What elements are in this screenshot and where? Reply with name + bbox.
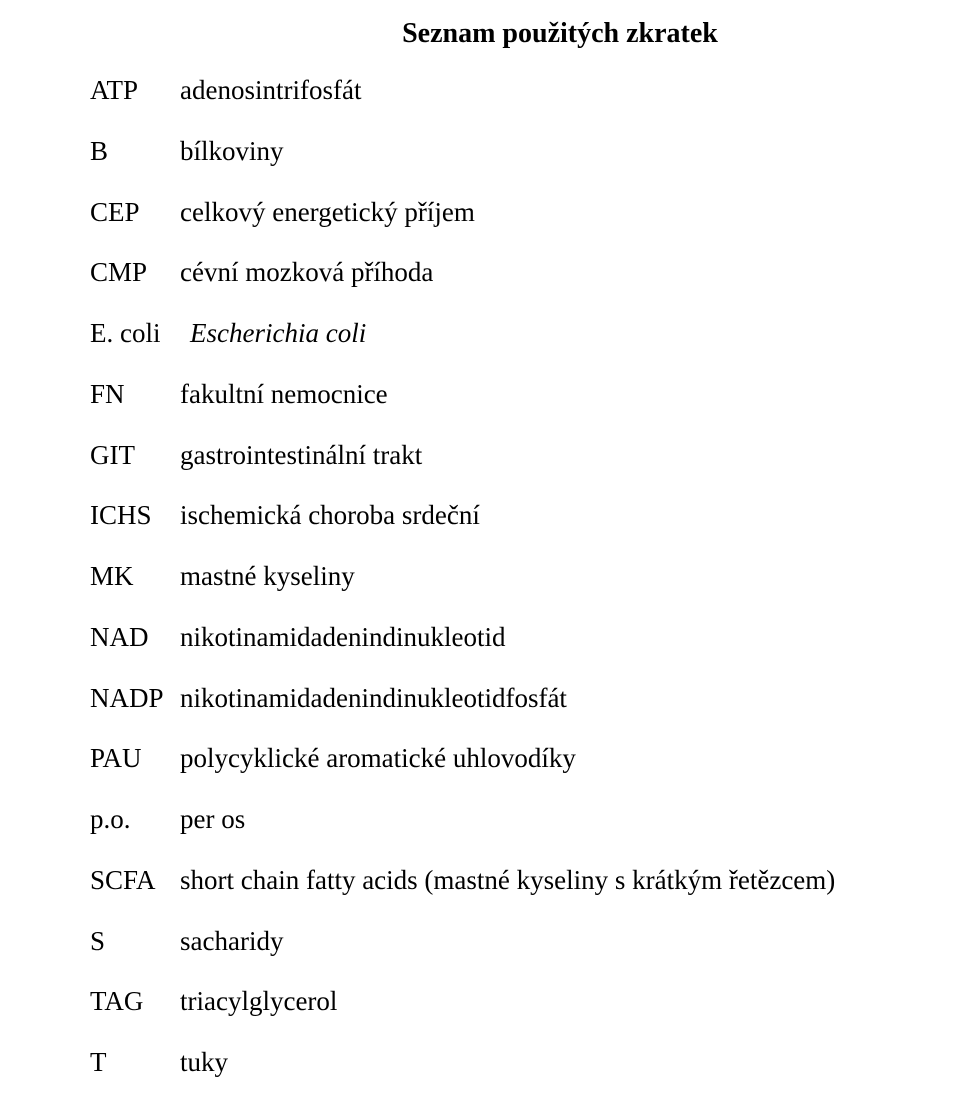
- abbr: CMP: [90, 242, 180, 303]
- list-item: FN fakultní nemocnice: [90, 364, 890, 425]
- list-item: NAD nikotinamidadenindinukleotid: [90, 607, 890, 668]
- definition: triacylglycerol: [180, 971, 890, 1032]
- definition: per os: [180, 789, 890, 850]
- list-item: T tuky: [90, 1032, 890, 1093]
- definition: Escherichia coli: [190, 303, 890, 364]
- abbr: ATP: [90, 60, 180, 121]
- document-page: Seznam použitých zkratek ATP adenosintri…: [0, 0, 960, 1029]
- list-item: E. coli Escherichia coli: [90, 303, 890, 364]
- page-title: Seznam použitých zkratek: [0, 18, 960, 50]
- definition: cévní mozková příhoda: [180, 242, 890, 303]
- definition: mastné kyseliny: [180, 546, 890, 607]
- abbr: E. coli: [90, 303, 190, 364]
- definition: bílkoviny: [180, 121, 890, 182]
- list-item: p.o. per os: [90, 789, 890, 850]
- abbr: p.o.: [90, 789, 180, 850]
- abbr: S: [90, 911, 180, 972]
- definition: gastrointestinální trakt: [180, 425, 890, 486]
- abbr: T: [90, 1032, 180, 1093]
- list-item: S sacharidy: [90, 911, 890, 972]
- abbr: TAG: [90, 971, 180, 1032]
- abbr: FN: [90, 364, 180, 425]
- abbreviation-list: ATP adenosintrifosfát B bílkoviny CEP ce…: [90, 60, 890, 1093]
- abbr: GIT: [90, 425, 180, 486]
- definition: adenosintrifosfát: [180, 60, 890, 121]
- list-item: TAG triacylglycerol: [90, 971, 890, 1032]
- list-item: GIT gastrointestinální trakt: [90, 425, 890, 486]
- abbr: CEP: [90, 182, 180, 243]
- abbr: NAD: [90, 607, 180, 668]
- definition: nikotinamidadenindinukleotid: [180, 607, 890, 668]
- list-item: B bílkoviny: [90, 121, 890, 182]
- list-item: SCFA short chain fatty acids (mastné kys…: [90, 850, 890, 911]
- abbr: PAU: [90, 728, 180, 789]
- abbr: SCFA: [90, 850, 180, 911]
- list-item: ATP adenosintrifosfát: [90, 60, 890, 121]
- definition: sacharidy: [180, 911, 890, 972]
- definition: celkový energetický příjem: [180, 182, 890, 243]
- definition: ischemická choroba srdeční: [180, 485, 890, 546]
- list-item: CEP celkový energetický příjem: [90, 182, 890, 243]
- definition: polycyklické aromatické uhlovodíky: [180, 728, 890, 789]
- list-item: MK mastné kyseliny: [90, 546, 890, 607]
- list-item: ICHS ischemická choroba srdeční: [90, 485, 890, 546]
- list-item: PAU polycyklické aromatické uhlovodíky: [90, 728, 890, 789]
- list-item: NADP nikotinamidadenindinukleotidfosfát: [90, 668, 890, 729]
- list-item: CMP cévní mozková příhoda: [90, 242, 890, 303]
- definition: nikotinamidadenindinukleotidfosfát: [180, 668, 890, 729]
- abbr: NADP: [90, 668, 180, 729]
- abbr: MK: [90, 546, 180, 607]
- definition: fakultní nemocnice: [180, 364, 890, 425]
- abbr: B: [90, 121, 180, 182]
- definition: short chain fatty acids (mastné kyseliny…: [180, 850, 890, 911]
- abbr: ICHS: [90, 485, 180, 546]
- definition: tuky: [180, 1032, 890, 1093]
